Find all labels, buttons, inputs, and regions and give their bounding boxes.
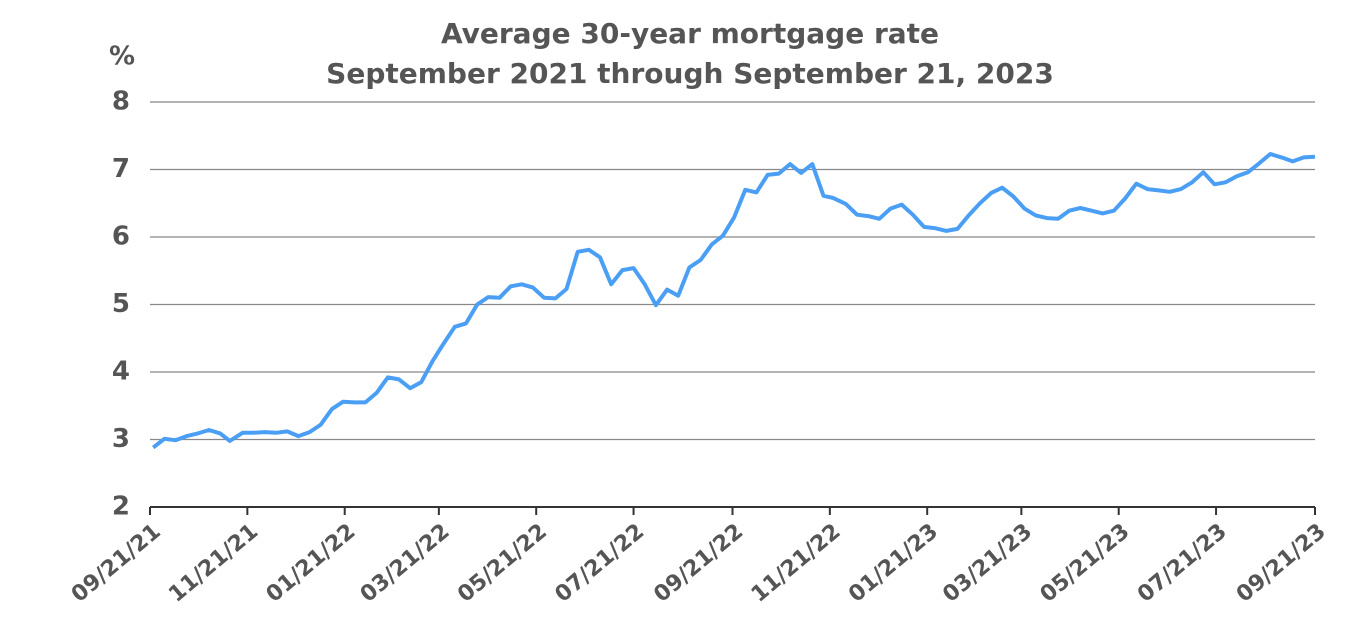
x-tick-label: 07/21/23 — [1133, 519, 1232, 608]
x-tick-label: 05/21/22 — [453, 519, 552, 608]
y-tick-label: 4 — [112, 357, 130, 387]
x-tick-label: 09/21/21 — [67, 519, 166, 608]
x-tick-label: 07/21/22 — [551, 519, 650, 608]
x-tick-label: 11/21/21 — [164, 519, 263, 608]
x-tick-label: 01/21/23 — [844, 519, 943, 608]
x-tick-label: 03/21/23 — [938, 519, 1037, 608]
x-tick-label: 01/21/22 — [262, 519, 361, 608]
x-tick-label: 09/21/23 — [1232, 519, 1331, 608]
y-axis-label: % — [109, 42, 135, 72]
x-tick-label: 09/21/22 — [649, 519, 748, 608]
chart-title: Average 30-year mortgage rate — [441, 17, 939, 50]
x-tick-label: 03/21/22 — [356, 519, 455, 608]
y-tick-label: 6 — [112, 222, 130, 252]
x-tick-label: 05/21/23 — [1036, 519, 1135, 608]
y-tick-label: 7 — [112, 154, 130, 184]
chart-subtitle: September 2021 through September 21, 202… — [326, 57, 1054, 90]
y-tick-label: 8 — [112, 87, 130, 117]
line-series — [151, 152, 1316, 450]
y-tick-label: 2 — [112, 492, 130, 522]
y-tick-label: 5 — [112, 289, 130, 319]
x-tick-label: 11/21/22 — [747, 519, 846, 608]
y-tick-label: 3 — [112, 424, 130, 454]
